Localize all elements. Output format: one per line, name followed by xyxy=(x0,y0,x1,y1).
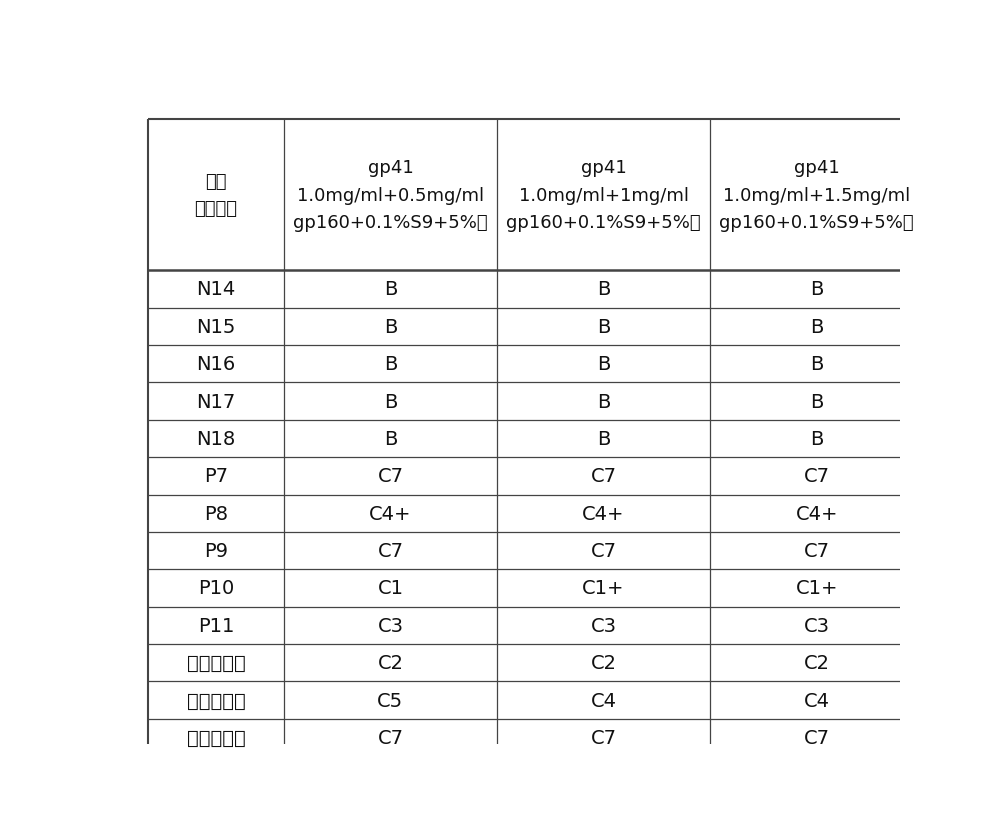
Text: C2: C2 xyxy=(591,654,617,672)
Text: C7: C7 xyxy=(377,728,403,747)
Text: C4+: C4+ xyxy=(795,504,838,523)
Text: C3: C3 xyxy=(804,616,830,635)
Text: C2: C2 xyxy=(804,654,830,672)
Text: gp41
1.0mg/ml+0.5mg/ml
gp160+0.1%S9+5%脲: gp41 1.0mg/ml+0.5mg/ml gp160+0.1%S9+5%脲 xyxy=(293,159,488,232)
Text: N18: N18 xyxy=(196,430,236,448)
Text: C3: C3 xyxy=(377,616,403,635)
Text: C7: C7 xyxy=(804,542,830,560)
Text: C7: C7 xyxy=(804,728,830,747)
Text: C7: C7 xyxy=(591,728,617,747)
Text: C2: C2 xyxy=(377,654,403,672)
Text: N17: N17 xyxy=(196,392,236,411)
Text: B: B xyxy=(597,392,610,411)
Text: 样本
包被试剂: 样本 包被试剂 xyxy=(195,172,238,218)
Text: C7: C7 xyxy=(591,542,617,560)
Text: gp41
1.0mg/ml+1.5mg/ml
gp160+0.1%S9+5%脲: gp41 1.0mg/ml+1.5mg/ml gp160+0.1%S9+5%脲 xyxy=(719,159,914,232)
Text: B: B xyxy=(597,354,610,374)
Text: P7: P7 xyxy=(204,466,228,486)
Text: C1+: C1+ xyxy=(795,579,838,598)
Text: P8: P8 xyxy=(204,504,228,523)
Text: gp41
1.0mg/ml+1mg/ml
gp160+0.1%S9+5%脲: gp41 1.0mg/ml+1mg/ml gp160+0.1%S9+5%脲 xyxy=(506,159,701,232)
Text: C4+: C4+ xyxy=(582,504,625,523)
Text: B: B xyxy=(384,318,397,336)
Text: B: B xyxy=(810,318,823,336)
Text: 弱阳参考品: 弱阳参考品 xyxy=(187,728,245,747)
Text: B: B xyxy=(384,280,397,299)
Text: C5: C5 xyxy=(377,691,404,710)
Text: C1+: C1+ xyxy=(582,579,625,598)
Text: P11: P11 xyxy=(198,616,234,635)
Text: C3: C3 xyxy=(591,616,617,635)
Text: N14: N14 xyxy=(196,280,236,299)
Text: 强阳参考品: 强阳参考品 xyxy=(187,654,245,672)
Text: C4+: C4+ xyxy=(369,504,412,523)
Text: C7: C7 xyxy=(377,542,403,560)
Text: B: B xyxy=(810,392,823,411)
Text: 中阳参考品: 中阳参考品 xyxy=(187,691,245,710)
Text: C4: C4 xyxy=(591,691,617,710)
Text: C7: C7 xyxy=(804,466,830,486)
Text: B: B xyxy=(597,430,610,448)
Text: C7: C7 xyxy=(377,466,403,486)
Text: B: B xyxy=(810,354,823,374)
Text: P10: P10 xyxy=(198,579,234,598)
Text: B: B xyxy=(384,354,397,374)
Text: B: B xyxy=(810,280,823,299)
Text: B: B xyxy=(810,430,823,448)
Text: C1: C1 xyxy=(377,579,403,598)
Text: B: B xyxy=(597,280,610,299)
Text: N15: N15 xyxy=(196,318,236,336)
Text: C7: C7 xyxy=(591,466,617,486)
Text: P9: P9 xyxy=(204,542,228,560)
Text: C4: C4 xyxy=(804,691,830,710)
Text: N16: N16 xyxy=(196,354,236,374)
Text: B: B xyxy=(384,430,397,448)
Text: B: B xyxy=(384,392,397,411)
Text: B: B xyxy=(597,318,610,336)
